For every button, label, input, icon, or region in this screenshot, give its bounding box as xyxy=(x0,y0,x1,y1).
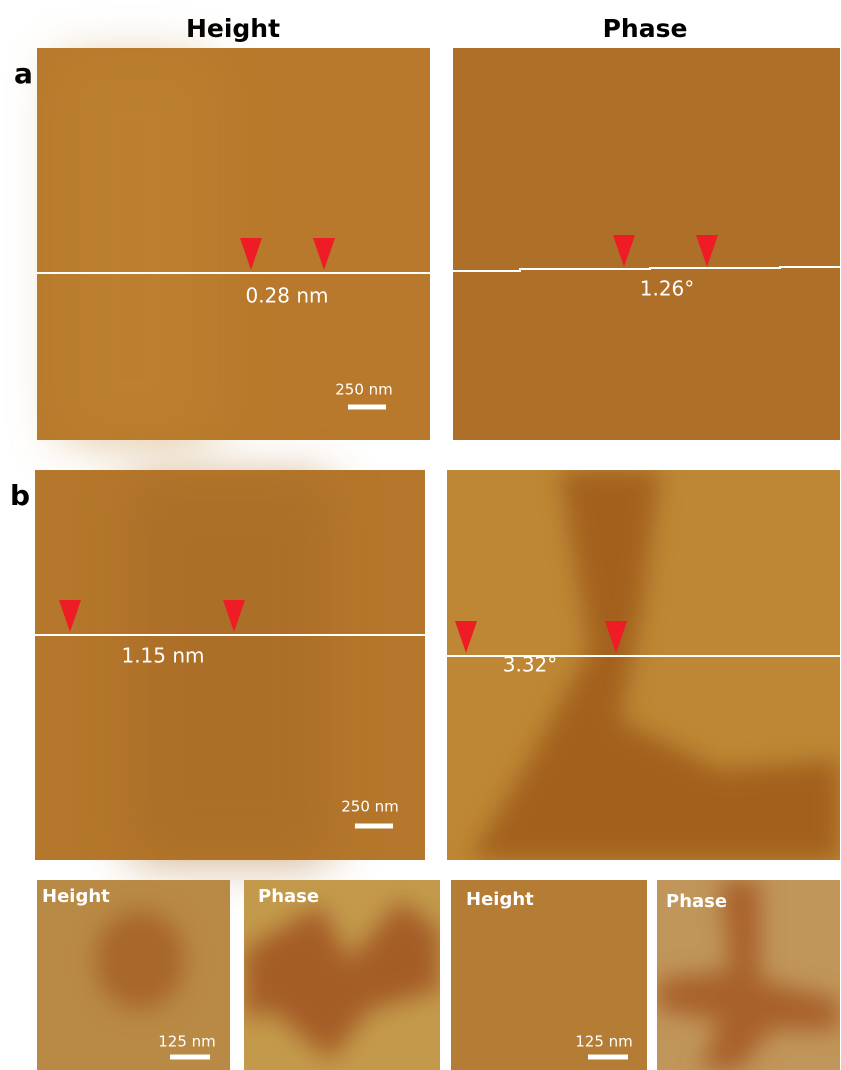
afm-inset xyxy=(657,880,840,1070)
afm-image xyxy=(453,48,840,440)
panel-label: a xyxy=(14,57,33,90)
profile-value: 1.15 nm xyxy=(121,644,204,668)
inset-label: Phase xyxy=(258,886,319,907)
inset-label: Height xyxy=(466,889,534,910)
column-header: Height xyxy=(186,14,280,43)
afm-image xyxy=(35,470,425,860)
afm-inset xyxy=(244,880,440,1070)
profile-value: 3.32° xyxy=(503,653,558,677)
afm-image xyxy=(37,48,430,440)
afm-inset xyxy=(451,880,647,1070)
profile-value: 1.26° xyxy=(640,277,695,301)
scale-bar-label: 125 nm xyxy=(575,1033,633,1051)
scale-bar-label: 250 nm xyxy=(335,381,393,399)
scale-bar-label: 125 nm xyxy=(158,1033,216,1051)
afm-inset xyxy=(37,880,230,1070)
inset-label: Height xyxy=(42,886,110,907)
scale-bar-label: 250 nm xyxy=(341,798,399,816)
panel-label: b xyxy=(10,479,30,512)
column-header: Phase xyxy=(603,14,688,43)
afm-image xyxy=(447,470,840,860)
inset-label: Phase xyxy=(666,891,727,912)
profile-value: 0.28 nm xyxy=(245,284,328,308)
